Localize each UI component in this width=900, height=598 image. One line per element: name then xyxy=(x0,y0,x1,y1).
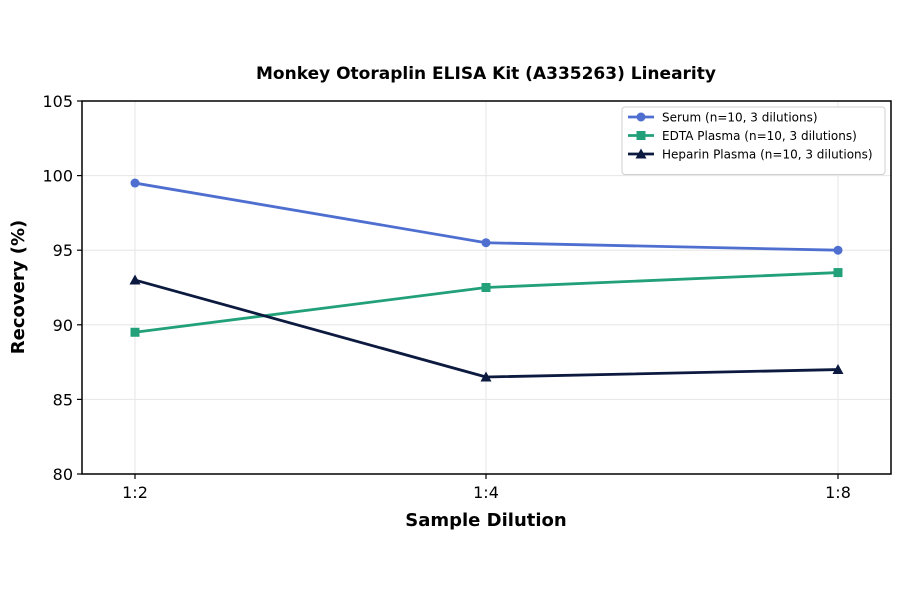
y-tick-label: 85 xyxy=(53,390,73,409)
legend-item: EDTA Plasma (n=10, 3 dilutions) xyxy=(628,129,857,143)
y-axis-label: Recovery (%) xyxy=(8,220,29,354)
x-tick-label: 1:2 xyxy=(122,483,148,502)
data-point xyxy=(130,178,140,188)
legend-label: Heparin Plasma (n=10, 3 dilutions) xyxy=(662,148,873,162)
data-point xyxy=(130,327,140,337)
data-point xyxy=(480,371,492,382)
chart-title: Monkey Otoraplin ELISA Kit (A335263) Lin… xyxy=(256,64,716,84)
series-2 xyxy=(129,274,844,382)
y-tick-label: 95 xyxy=(53,241,73,260)
data-point xyxy=(833,268,843,278)
y-tick-label: 80 xyxy=(53,465,73,484)
legend-box xyxy=(621,106,886,175)
legend: Serum (n=10, 3 dilutions) EDTA Plasma (n=… xyxy=(621,106,886,175)
x-axis: 1:2 1:4 1:8 xyxy=(122,474,851,502)
series-1 xyxy=(130,268,843,337)
legend-swatch-marker xyxy=(635,148,647,159)
data-point xyxy=(129,274,141,285)
data-point xyxy=(832,364,844,375)
series-layer xyxy=(129,178,844,382)
legend-item: Heparin Plasma (n=10, 3 dilutions) xyxy=(628,148,873,162)
legend-swatch-marker xyxy=(636,112,646,122)
y-tick-label: 100 xyxy=(42,167,73,186)
legend-label: EDTA Plasma (n=10, 3 dilutions) xyxy=(662,129,857,143)
legend-label: Serum (n=10, 3 dilutions) xyxy=(662,111,818,125)
y-axis: 80 85 90 95 100 105 xyxy=(42,92,82,484)
x-tick-label: 1:8 xyxy=(825,483,851,502)
series-0 xyxy=(130,178,843,255)
x-tick-label: 1:4 xyxy=(473,483,499,502)
y-tick-label: 105 xyxy=(42,92,73,111)
y-tick-label: 90 xyxy=(53,316,73,335)
data-point xyxy=(481,238,491,248)
legend-swatch-marker xyxy=(636,131,646,140)
x-axis-label: Sample Dilution xyxy=(405,510,566,531)
data-point xyxy=(481,283,491,292)
legend-item: Serum (n=10, 3 dilutions) xyxy=(628,111,818,125)
data-point xyxy=(833,245,843,255)
